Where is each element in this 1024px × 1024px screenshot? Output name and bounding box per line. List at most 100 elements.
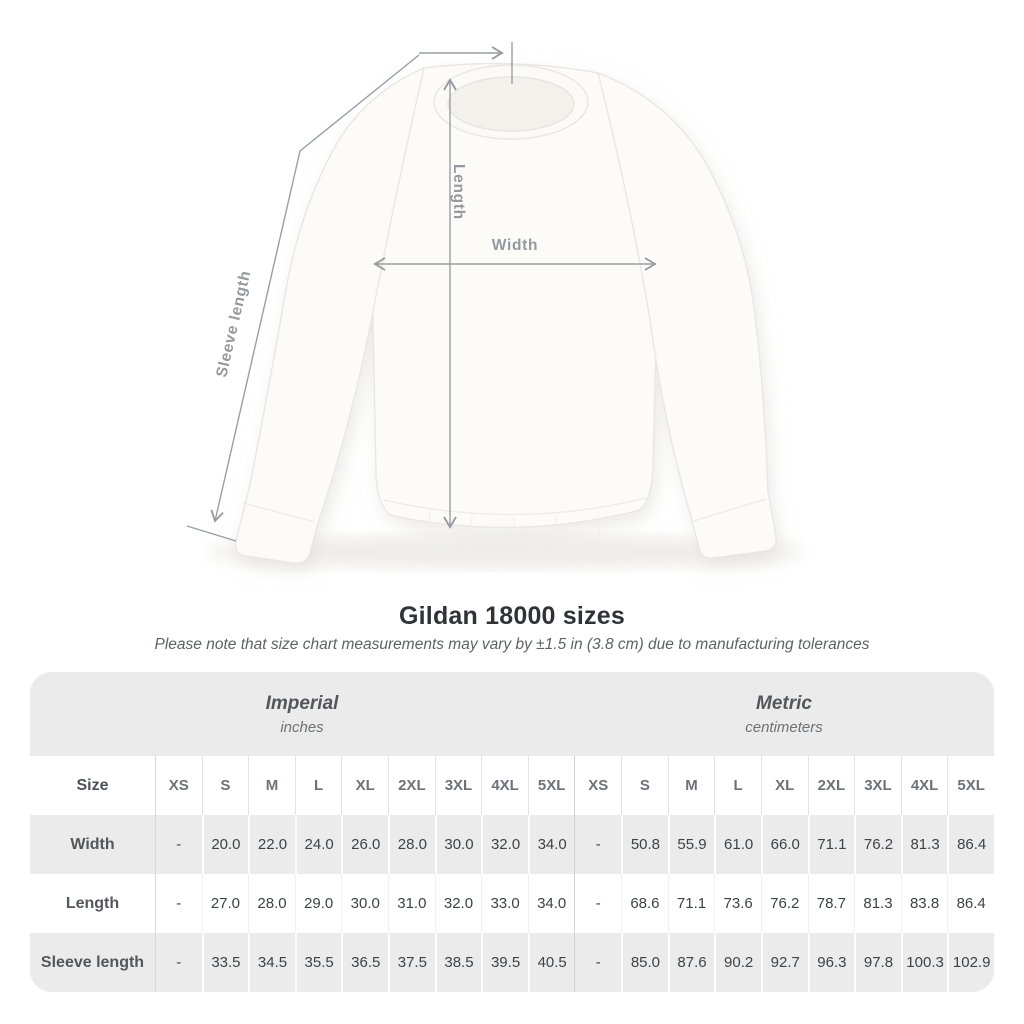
collar-opening — [447, 76, 575, 132]
length-dimension-label: Length — [450, 164, 467, 220]
table-cell: 34.5 — [248, 933, 295, 992]
table-cell: 81.3 — [900, 815, 948, 874]
row-label: Length — [65, 894, 120, 912]
table-cell: 85.0 — [621, 933, 668, 992]
table-cell: 34.0 — [527, 874, 575, 933]
table-cell: 97.8 — [854, 933, 901, 992]
column-header-xl: XL — [341, 756, 388, 815]
left-cuff-seam — [242, 502, 316, 523]
sweatshirt-left-sleeve — [234, 67, 425, 564]
garment-shadow — [205, 535, 805, 569]
column-header-s: S — [621, 756, 668, 815]
table-cell: 32.0 — [481, 815, 528, 874]
table-cell: 35.5 — [294, 933, 342, 992]
table-cell: - — [155, 815, 202, 874]
unit-group-label: Metric — [756, 692, 812, 714]
table-cell: 92.7 — [760, 933, 808, 992]
column-header-xs: XS — [574, 756, 621, 815]
table-cell: 33.0 — [481, 874, 528, 933]
table-row-length: Length - 27.0 28.0 29.0 30.0 31.0 32.0 3… — [30, 874, 994, 933]
column-header-l: L — [714, 756, 761, 815]
column-header-xl: XL — [760, 756, 808, 815]
table-cell: 81.3 — [854, 874, 901, 933]
waistband-seam — [383, 497, 647, 516]
row-label: Width — [70, 835, 115, 853]
table-cell: 34.0 — [527, 815, 575, 874]
sweatshirt-right-sleeve — [597, 72, 777, 559]
table-cell: 78.7 — [807, 874, 855, 933]
table-cell: 32.0 — [434, 874, 482, 933]
width-dimension-label: Width — [492, 237, 538, 254]
table-cell: 66.0 — [760, 815, 808, 874]
column-header-2xl: 2XL — [388, 756, 435, 815]
unit-group-label: Imperial — [265, 692, 339, 714]
table-cell: 83.8 — [900, 874, 948, 933]
table-cell: 33.5 — [201, 933, 249, 992]
table-cell: 39.5 — [481, 933, 528, 992]
size-header-row: Size XS S M L XL 2XL 3XL 4XL 5XL XS S M … — [30, 756, 994, 815]
column-header-3xl: 3XL — [854, 756, 901, 815]
table-cell: 37.5 — [388, 933, 435, 992]
table-cell: 50.8 — [621, 815, 668, 874]
right-cuff-seam — [693, 498, 767, 522]
table-cell: 71.1 — [807, 815, 855, 874]
sleeve-end-tick — [186, 525, 237, 542]
tolerance-note: Please note that size chart measurements… — [154, 636, 870, 653]
table-cell: 61.0 — [714, 815, 761, 874]
table-cell: 38.5 — [434, 933, 482, 992]
column-header-4xl: 4XL — [481, 756, 528, 815]
table-cell: 55.9 — [667, 815, 715, 874]
sleeve-length-arrow — [210, 54, 420, 523]
table-cell: 90.2 — [714, 933, 761, 992]
column-header-m: M — [248, 756, 295, 815]
table-cell: 29.0 — [294, 874, 342, 933]
table-cell: 68.6 — [621, 874, 668, 933]
column-header-3xl: 3XL — [434, 756, 482, 815]
table-cell: 87.6 — [667, 933, 715, 992]
table-cell: 76.2 — [854, 815, 901, 874]
table-cell: 86.4 — [947, 815, 994, 874]
column-header-2xl: 2XL — [807, 756, 855, 815]
table-cell: 22.0 — [248, 815, 295, 874]
table-cell: - — [574, 815, 621, 874]
column-header-s: S — [201, 756, 249, 815]
table-cell: - — [155, 933, 202, 992]
column-header-4xl: 4XL — [900, 756, 948, 815]
unit-group-row: Imperial inches Metric centimeters — [30, 672, 994, 756]
table-cell: 31.0 — [388, 874, 435, 933]
table-row-width: Width - 20.0 22.0 24.0 26.0 28.0 30.0 32… — [30, 815, 994, 874]
table-cell: 28.0 — [248, 874, 295, 933]
table-cell: 24.0 — [294, 815, 342, 874]
waistband-ribs — [427, 507, 601, 548]
table-cell: - — [574, 933, 621, 992]
column-header-m: M — [667, 756, 715, 815]
table-cell: 102.9 — [947, 933, 994, 992]
column-header-5xl: 5XL — [527, 756, 575, 815]
table-cell: - — [155, 874, 202, 933]
size-chart-table: Imperial inches Metric centimeters Size … — [30, 672, 994, 992]
unit-group-sublabel: inches — [280, 718, 324, 736]
table-cell: 96.3 — [807, 933, 855, 992]
sweatshirt-illustration: Width Length Sleeve length — [186, 42, 805, 569]
table-cell: 36.5 — [341, 933, 388, 992]
table-cell: 76.2 — [760, 874, 808, 933]
column-header-l: L — [294, 756, 342, 815]
table-cell: 86.4 — [947, 874, 994, 933]
table-cell: 20.0 — [201, 815, 249, 874]
sleeve-length-dimension-label: Sleeve length — [213, 269, 254, 379]
table-cell: 27.0 — [201, 874, 249, 933]
table-cell: - — [574, 874, 621, 933]
unit-group-imperial: Imperial inches — [30, 693, 574, 736]
table-cell: 30.0 — [341, 874, 388, 933]
table-cell: 100.3 — [900, 933, 948, 992]
row-label: Sleeve length — [40, 953, 145, 971]
size-column-header: Size — [76, 776, 109, 794]
column-header-xs: XS — [155, 756, 202, 815]
table-cell: 30.0 — [434, 815, 482, 874]
unit-group-metric: Metric centimeters — [574, 693, 994, 736]
page-title: Gildan 18000 sizes — [399, 602, 625, 630]
table-cell: 40.5 — [527, 933, 575, 992]
table-cell: 28.0 — [388, 815, 435, 874]
table-row-sleeve-length: Sleeve length - 33.5 34.5 35.5 36.5 37.5… — [30, 933, 994, 992]
unit-group-sublabel: centimeters — [745, 718, 823, 736]
